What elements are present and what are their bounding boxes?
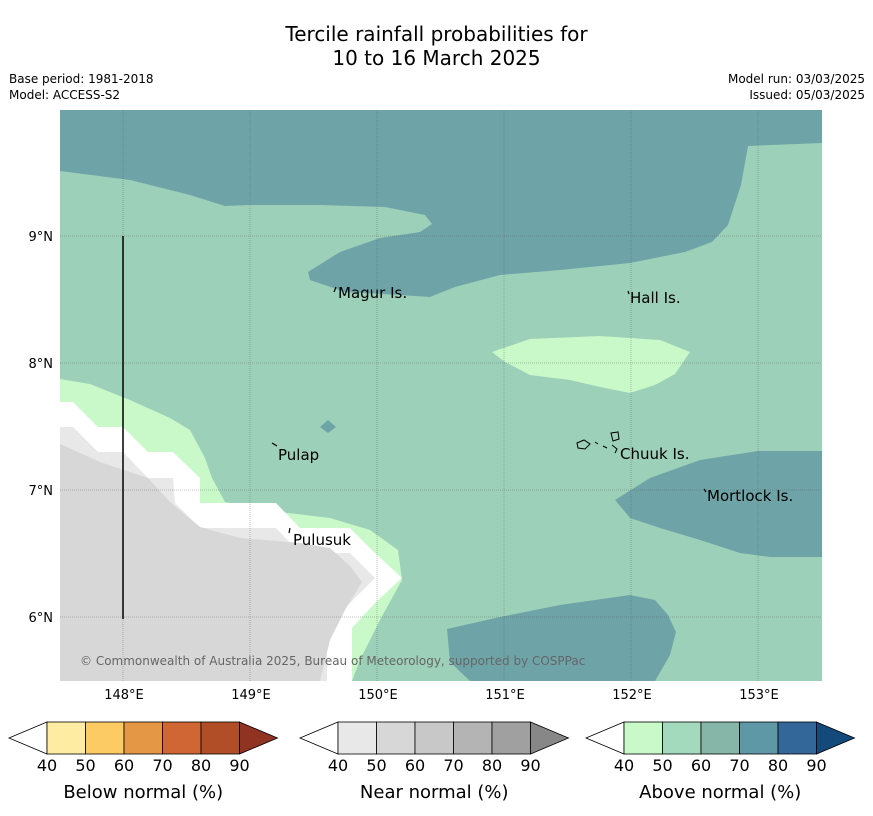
- below-colorbar-tick-label: 90: [229, 756, 249, 775]
- lon-label-149e: 149°E: [231, 688, 271, 703]
- lon-label-153e: 153°E: [739, 688, 779, 703]
- above-colorbar-tick-label: 90: [806, 756, 826, 775]
- base-period: Base period: 1981-2018: [9, 72, 154, 86]
- below-colorbar-tick-label: 60: [114, 756, 134, 775]
- lon-label-148e: 148°E: [104, 688, 144, 703]
- near-normal-50-region: [60, 444, 362, 681]
- below-colorbar-cell: [162, 721, 202, 755]
- below-colorbar-cell: [123, 721, 163, 755]
- lat-label-7n: 7°N: [29, 484, 54, 499]
- info-right: Model run: 03/03/2025 Issued: 05/03/2025: [728, 71, 865, 103]
- above-colorbar-tick-label: 70: [729, 756, 749, 775]
- near-colorbar-cell: [491, 721, 531, 755]
- lon-label-151e: 151°E: [485, 688, 525, 703]
- issued-date: Issued: 05/03/2025: [749, 88, 865, 102]
- lon-label-152e: 152°E: [612, 688, 652, 703]
- near-colorbar-tick-label: 70: [443, 756, 463, 775]
- lon-label-150e: 150°E: [358, 688, 398, 703]
- above-normal-60-north-region: [60, 110, 822, 297]
- above-colorbar-tick-label: 40: [614, 756, 634, 775]
- below-colorbar-cell: [200, 721, 240, 755]
- near-colorbar-cell: [376, 721, 416, 755]
- above-colorbar-high-arrow: [816, 721, 856, 755]
- above-colorbar-cell: [623, 721, 663, 755]
- below-colorbar-tick-label: 50: [75, 756, 95, 775]
- below-colorbar-high-arrow: [239, 721, 279, 755]
- place-label-pulusuk: Pulusuk: [293, 531, 351, 549]
- near-colorbar-tick-label: 40: [328, 756, 348, 775]
- model-name: Model: ACCESS-S2: [9, 88, 121, 102]
- above-normal-colorbar: 40 50 60 70 80 90 Above normal (%): [584, 721, 856, 803]
- chuuk-islands-outline: [576, 431, 620, 454]
- colorbars: 40 50 60 70 80 90 Below normal (%) 40 50 60 70 80 90…: [7, 721, 856, 803]
- above-colorbar-title: Above normal (%): [639, 782, 801, 803]
- near-colorbar-tick-label: 90: [520, 756, 540, 775]
- above-normal-60-small-patch: [320, 420, 336, 433]
- chart-title: Tercile rainfall probabilities for 10 to…: [0, 22, 873, 70]
- above-colorbar-tick-label: 60: [691, 756, 711, 775]
- below-colorbar-low-arrow: [7, 721, 48, 755]
- info-left: Base period: 1981-2018 Model: ACCESS-S2: [9, 71, 154, 103]
- below-colorbar-tick-label: 40: [37, 756, 57, 775]
- lat-label-9n: 9°N: [29, 230, 54, 245]
- above-normal-40-patch-east: [492, 336, 690, 393]
- model-run: Model run: 03/03/2025: [727, 72, 865, 86]
- copyright-notice: © Commonwealth of Australia 2025, Bureau…: [80, 654, 585, 668]
- lat-label-6n: 6°N: [29, 611, 54, 626]
- map-area: [60, 110, 822, 681]
- above-colorbar-cell: [739, 721, 779, 755]
- above-colorbar-cell: [662, 721, 702, 755]
- near-colorbar-cell: [414, 721, 454, 755]
- above-colorbar-cell: [777, 721, 817, 755]
- below-colorbar-tick-label: 80: [191, 756, 211, 775]
- near-colorbar-cell: [453, 721, 493, 755]
- magur-island-mark: [333, 286, 337, 293]
- above-colorbar-low-arrow: [584, 721, 625, 755]
- mortlock-island-mark: [703, 488, 707, 493]
- island-markers: [271, 286, 707, 534]
- below-colorbar-cell: [85, 721, 125, 755]
- pulap-island-mark: [271, 442, 278, 447]
- title-line-1: Tercile rainfall probabilities for: [285, 22, 588, 46]
- near-colorbar-cell: [337, 721, 377, 755]
- place-label-pulap: Pulap: [278, 446, 319, 464]
- near-colorbar-tick-label: 80: [482, 756, 502, 775]
- above-colorbar-cell: [700, 721, 740, 755]
- gridlines: [60, 110, 822, 681]
- below-colorbar-tick-label: 70: [152, 756, 172, 775]
- above-normal-60-east-region: [615, 451, 822, 557]
- near-normal-colorbar: 40 50 60 70 80 90 Near normal (%): [298, 721, 570, 803]
- near-colorbar-title: Near normal (%): [360, 782, 509, 803]
- place-label-mortlock: Mortlock Is.: [707, 487, 793, 505]
- place-label-chuuk: Chuuk Is.: [620, 445, 689, 463]
- lat-label-8n: 8°N: [29, 357, 54, 372]
- near-colorbar-high-arrow: [530, 721, 570, 755]
- near-colorbar-tick-label: 60: [405, 756, 425, 775]
- pulusuk-island-mark: [288, 527, 291, 534]
- near-colorbar-tick-label: 50: [366, 756, 386, 775]
- above-colorbar-tick-label: 50: [652, 756, 672, 775]
- near-colorbar-low-arrow: [298, 721, 339, 755]
- below-normal-colorbar: 40 50 60 70 80 90 Below normal (%): [7, 721, 279, 803]
- above-colorbar-tick-label: 80: [768, 756, 788, 775]
- place-label-magur: Magur Is.: [338, 284, 407, 302]
- title-line-2: 10 to 16 March 2025: [332, 46, 541, 70]
- below-colorbar-cell: [46, 721, 86, 755]
- below-colorbar-title: Below normal (%): [63, 782, 223, 803]
- place-label-hall: Hall Is.: [630, 289, 681, 307]
- hall-island-mark: [627, 290, 630, 295]
